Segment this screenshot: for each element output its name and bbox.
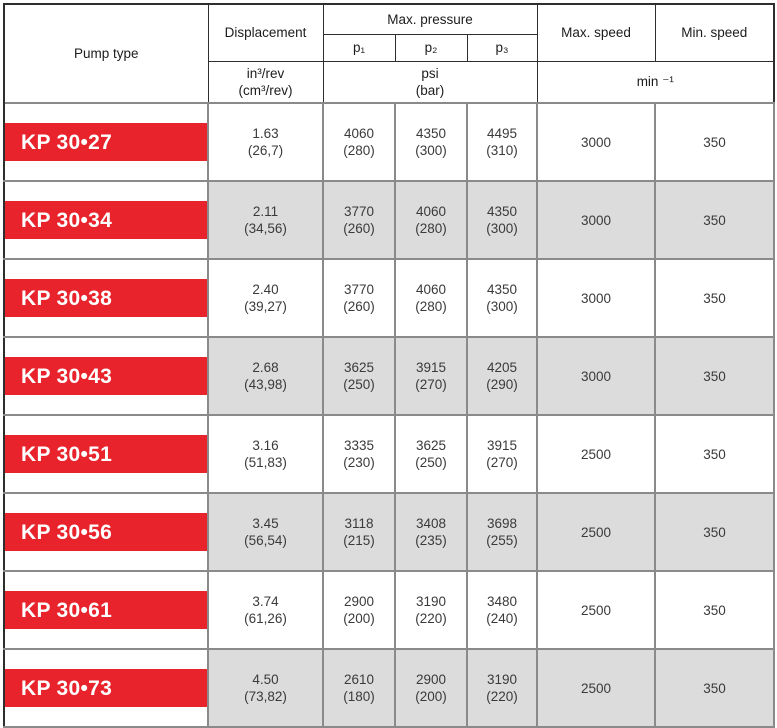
max-speed-cell: 3000 bbox=[536, 258, 656, 338]
pump-type-label: KP 30•56 bbox=[5, 513, 207, 551]
max-speed-cell: 3000 bbox=[536, 336, 656, 416]
unit-speed: min ⁻¹ bbox=[536, 60, 775, 104]
min-speed-cell: 350 bbox=[654, 258, 775, 338]
pressure-p3-cell: 4495 (310) bbox=[466, 102, 538, 182]
displacement-cell: 3.74 (61,26) bbox=[207, 570, 324, 650]
min-speed-cell: 350 bbox=[654, 180, 775, 260]
pressure-p2-cell: 3408 (235) bbox=[394, 492, 468, 572]
pump-type-label: KP 30•73 bbox=[5, 669, 207, 707]
pressure-p1-cell: 2610 (180) bbox=[322, 648, 396, 728]
max-speed-cell: 2500 bbox=[536, 648, 656, 728]
pressure-p3-cell: 3915 (270) bbox=[466, 414, 538, 494]
displacement-cell: 4.50 (73,82) bbox=[207, 648, 324, 728]
pressure-p1-cell: 2900 (200) bbox=[322, 570, 396, 650]
pressure-p1-cell: 3770 (260) bbox=[322, 258, 396, 338]
header-p2: p₂ bbox=[394, 33, 468, 62]
min-speed-cell: 350 bbox=[654, 570, 775, 650]
min-speed-cell: 350 bbox=[654, 414, 775, 494]
pressure-p2-cell: 3625 (250) bbox=[394, 414, 468, 494]
pump-type-label: KP 30•43 bbox=[5, 357, 207, 395]
displacement-cell: 3.16 (51,83) bbox=[207, 414, 324, 494]
max-speed-cell: 2500 bbox=[536, 414, 656, 494]
datasheet-page: Pump type Displacement Max. pressure Max… bbox=[3, 3, 775, 728]
displacement-cell: 2.68 (43,98) bbox=[207, 336, 324, 416]
pressure-p3-cell: 4350 (300) bbox=[466, 180, 538, 260]
table-row: KP 30•73 4.50 (73,82) 2610 (180) 2900 (2… bbox=[3, 648, 775, 728]
pressure-p3-cell: 3190 (220) bbox=[466, 648, 538, 728]
unit-pressure: psi (bar) bbox=[322, 60, 538, 104]
pressure-p2-cell: 3915 (270) bbox=[394, 336, 468, 416]
pump-spec-table: Pump type Displacement Max. pressure Max… bbox=[3, 3, 775, 728]
min-speed-cell: 350 bbox=[654, 336, 775, 416]
pressure-p2-cell: 4350 (300) bbox=[394, 102, 468, 182]
pressure-p3-cell: 3480 (240) bbox=[466, 570, 538, 650]
pump-type-cell: KP 30•34 bbox=[3, 180, 209, 260]
pressure-p3-cell: 4205 (290) bbox=[466, 336, 538, 416]
pump-type-label: KP 30•61 bbox=[5, 591, 207, 629]
max-speed-cell: 3000 bbox=[536, 180, 656, 260]
pressure-p2-cell: 4060 (280) bbox=[394, 180, 468, 260]
min-speed-cell: 350 bbox=[654, 492, 775, 572]
pressure-p1-cell: 3625 (250) bbox=[322, 336, 396, 416]
pressure-p3-cell: 4350 (300) bbox=[466, 258, 538, 338]
displacement-cell: 2.11 (34,56) bbox=[207, 180, 324, 260]
min-speed-cell: 350 bbox=[654, 648, 775, 728]
pump-type-cell: KP 30•61 bbox=[3, 570, 209, 650]
pressure-p1-cell: 3118 (215) bbox=[322, 492, 396, 572]
table-row: KP 30•38 2.40 (39,27) 3770 (260) 4060 (2… bbox=[3, 258, 775, 338]
pump-type-cell: KP 30•43 bbox=[3, 336, 209, 416]
table-row: KP 30•56 3.45 (56,54) 3118 (215) 3408 (2… bbox=[3, 492, 775, 572]
table-row: KP 30•27 1.63 (26,7) 4060 (280) 4350 (30… bbox=[3, 102, 775, 182]
max-speed-cell: 3000 bbox=[536, 102, 656, 182]
header-pump-type: Pump type bbox=[3, 3, 209, 104]
pump-type-label: KP 30•51 bbox=[5, 435, 207, 473]
max-speed-cell: 2500 bbox=[536, 492, 656, 572]
displacement-cell: 2.40 (39,27) bbox=[207, 258, 324, 338]
pressure-p3-cell: 3698 (255) bbox=[466, 492, 538, 572]
table-body: KP 30•27 1.63 (26,7) 4060 (280) 4350 (30… bbox=[3, 102, 775, 728]
header-p3: p₃ bbox=[466, 33, 538, 62]
table-row: KP 30•34 2.11 (34,56) 3770 (260) 4060 (2… bbox=[3, 180, 775, 260]
unit-displacement: in³/rev (cm³/rev) bbox=[207, 60, 324, 104]
pump-type-cell: KP 30•73 bbox=[3, 648, 209, 728]
pump-type-cell: KP 30•27 bbox=[3, 102, 209, 182]
pump-type-cell: KP 30•51 bbox=[3, 414, 209, 494]
header-min-speed: Min. speed bbox=[654, 3, 775, 62]
table-row: KP 30•61 3.74 (61,26) 2900 (200) 3190 (2… bbox=[3, 570, 775, 650]
min-speed-cell: 350 bbox=[654, 102, 775, 182]
pressure-p2-cell: 3190 (220) bbox=[394, 570, 468, 650]
table-header: Pump type Displacement Max. pressure Max… bbox=[3, 3, 775, 104]
header-p1: p₁ bbox=[322, 33, 396, 62]
pump-type-cell: KP 30•38 bbox=[3, 258, 209, 338]
pressure-p1-cell: 3335 (230) bbox=[322, 414, 396, 494]
pump-type-label: KP 30•34 bbox=[5, 201, 207, 239]
pressure-p1-cell: 4060 (280) bbox=[322, 102, 396, 182]
header-max-pressure: Max. pressure bbox=[322, 3, 538, 35]
max-speed-cell: 2500 bbox=[536, 570, 656, 650]
pressure-p1-cell: 3770 (260) bbox=[322, 180, 396, 260]
table-row: KP 30•43 2.68 (43,98) 3625 (250) 3915 (2… bbox=[3, 336, 775, 416]
pressure-p2-cell: 2900 (200) bbox=[394, 648, 468, 728]
pump-type-cell: KP 30•56 bbox=[3, 492, 209, 572]
pressure-p2-cell: 4060 (280) bbox=[394, 258, 468, 338]
header-displacement: Displacement bbox=[207, 3, 324, 62]
pump-type-label: KP 30•27 bbox=[5, 123, 207, 161]
displacement-cell: 3.45 (56,54) bbox=[207, 492, 324, 572]
displacement-cell: 1.63 (26,7) bbox=[207, 102, 324, 182]
table-row: KP 30•51 3.16 (51,83) 3335 (230) 3625 (2… bbox=[3, 414, 775, 494]
header-max-speed: Max. speed bbox=[536, 3, 656, 62]
pump-type-label: KP 30•38 bbox=[5, 279, 207, 317]
